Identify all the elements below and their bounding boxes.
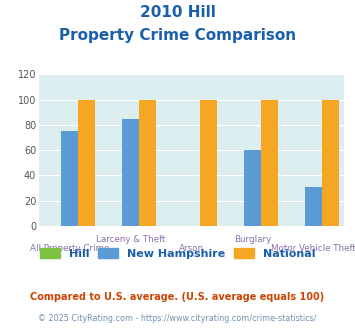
Bar — [122, 118, 139, 226]
Text: 2010 Hill: 2010 Hill — [140, 5, 215, 20]
Bar — [139, 100, 156, 226]
Text: © 2025 CityRating.com - https://www.cityrating.com/crime-statistics/: © 2025 CityRating.com - https://www.city… — [38, 314, 317, 323]
Bar — [78, 100, 95, 226]
Text: Property Crime Comparison: Property Crime Comparison — [59, 28, 296, 43]
Text: Burglary: Burglary — [234, 235, 271, 244]
Bar — [200, 100, 217, 226]
Bar — [322, 100, 339, 226]
Bar — [61, 131, 78, 226]
Legend: Hill, New Hampshire, National: Hill, New Hampshire, National — [35, 244, 320, 263]
Text: Compared to U.S. average. (U.S. average equals 100): Compared to U.S. average. (U.S. average … — [31, 292, 324, 302]
Text: Arson: Arson — [179, 244, 204, 253]
Bar — [244, 150, 261, 226]
Bar — [305, 187, 322, 226]
Text: Motor Vehicle Theft: Motor Vehicle Theft — [271, 244, 355, 253]
Text: Larceny & Theft: Larceny & Theft — [96, 235, 165, 244]
Bar — [261, 100, 278, 226]
Text: All Property Crime: All Property Crime — [30, 244, 109, 253]
